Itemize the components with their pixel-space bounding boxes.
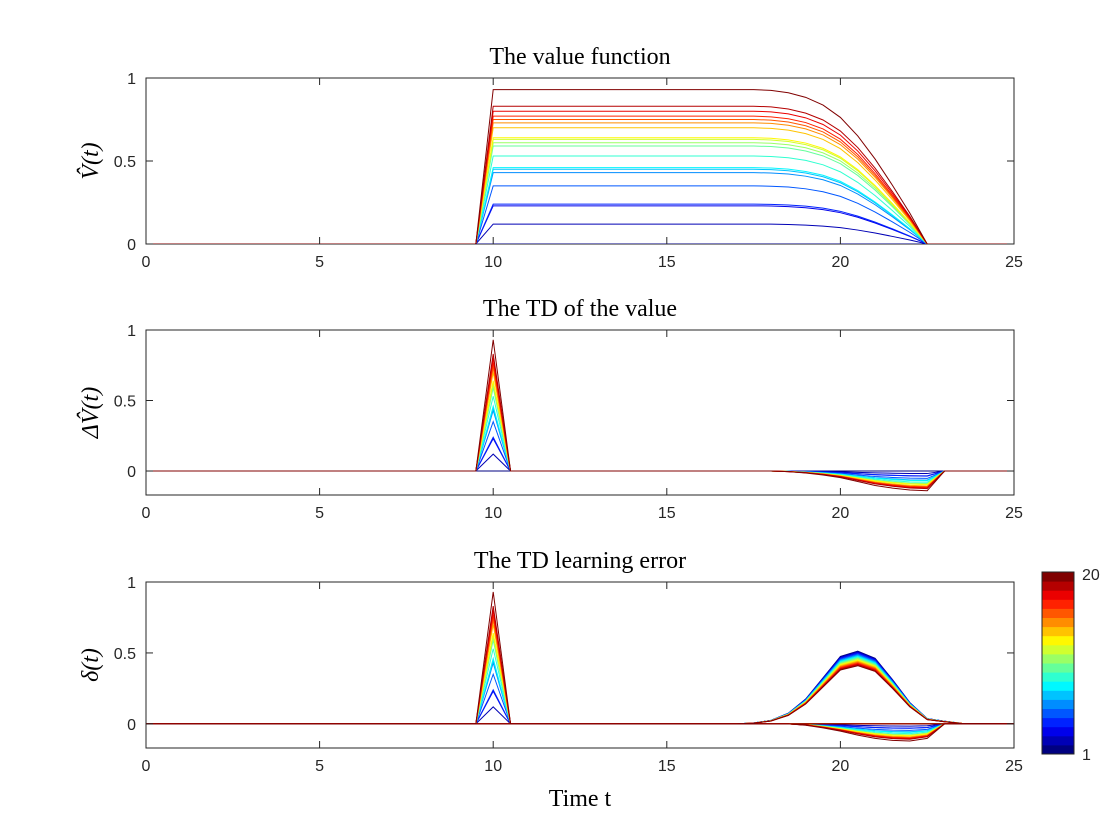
series-line-19 (146, 353, 1014, 490)
colorbar-swatch (1042, 717, 1074, 728)
colorbar-swatch (1042, 617, 1074, 628)
x-tick-label: 5 (315, 758, 324, 775)
y-tick-label: 0.5 (114, 646, 136, 663)
y-tick-label: 0 (127, 237, 136, 254)
colorbar-swatch (1042, 663, 1074, 673)
y-tick-label: 0 (127, 717, 136, 734)
series-line-5 (146, 185, 1014, 244)
colorbar-swatch (1042, 726, 1074, 737)
colorbar-swatch (1042, 590, 1074, 600)
colorbar-swatch (1042, 608, 1074, 618)
series-line-16 (146, 119, 1014, 244)
series-line-9 (146, 155, 1014, 244)
series-line-15 (146, 122, 1014, 244)
series-line-11 (146, 142, 1014, 244)
x-tick-label: 10 (484, 758, 502, 775)
y-axis-label: ΔV̂(t) (77, 387, 104, 439)
colorbar-swatch (1042, 744, 1074, 755)
series-line-4 (146, 203, 1014, 244)
series-line-20 (146, 89, 1014, 244)
y-tick-label: 1 (127, 575, 136, 592)
colorbar-swatch (1042, 572, 1074, 582)
colorbar-frame (1041, 571, 1075, 755)
chart-title: The TD learning error (474, 548, 686, 574)
colorbar-max-label: 20 (1082, 567, 1100, 584)
series-line-2 (146, 223, 1014, 244)
series-line-13 (146, 137, 1014, 244)
ticks: 0 5 10 15 20 25 0 0.5 1 (114, 323, 1023, 522)
ticks: 0 5 10 15 20 25 0 0.5 1 (114, 575, 1023, 775)
ticks: 0 5 10 15 20 25 0 0.5 1 (114, 71, 1023, 271)
x-tick-label: 5 (315, 505, 324, 522)
y-tick-label: 0 (127, 464, 136, 481)
x-tick-label: 15 (658, 505, 676, 522)
value-function-chart: 0 5 10 15 20 25 0 0.5 1 The value function V̂(t) (77, 44, 1023, 271)
colorbar-swatch (1042, 699, 1074, 709)
axes-box (145, 329, 1015, 496)
chart-title: The value function (489, 44, 670, 70)
x-tick-label: 25 (1005, 758, 1023, 775)
series-bump-20 (146, 665, 1014, 725)
x-tick-label: 15 (658, 758, 676, 775)
x-tick-label: 20 (832, 254, 850, 271)
y-axis-label: δ(t) (78, 648, 104, 682)
chart-title: The TD of the value (483, 296, 677, 322)
series-line-4 (146, 436, 1014, 477)
series-group (146, 339, 1014, 492)
colorbar-swatch (1042, 626, 1074, 637)
series-line-6 (146, 172, 1014, 244)
colorbar-min-label: 1 (1082, 747, 1091, 764)
y-axis-label: V̂(t) (77, 142, 104, 179)
series-line-10 (146, 145, 1014, 244)
y-tick-label: 1 (127, 323, 136, 340)
td-value-chart: 0 5 10 15 20 25 0 0.5 1 The TD of the value ΔV̂(t) (77, 296, 1023, 522)
colorbar-swatch (1042, 708, 1074, 719)
x-tick-label: 0 (142, 758, 151, 775)
x-tick-label: 25 (1005, 254, 1023, 271)
colorbar: 20 1 (1041, 567, 1100, 764)
colorbar-swatch (1042, 690, 1074, 700)
x-axis-label: Time t (549, 786, 612, 812)
x-tick-label: 10 (484, 505, 502, 522)
series-group (146, 591, 1014, 742)
y-tick-label: 0.5 (114, 154, 136, 171)
x-tick-label: 10 (484, 254, 502, 271)
axes-box (145, 77, 1015, 245)
series-line-19 (146, 105, 1014, 244)
colorbar-swatch (1042, 672, 1074, 682)
series-line-14 (146, 127, 1014, 244)
colorbar-swatch (1042, 735, 1074, 746)
x-tick-label: 0 (142, 254, 151, 271)
colorbar-swatch (1042, 635, 1074, 646)
y-tick-label: 1 (127, 71, 136, 88)
colorbar-swatch (1042, 599, 1074, 609)
x-tick-label: 20 (832, 505, 850, 522)
x-tick-label: 5 (315, 254, 324, 271)
colorbar-swatch (1042, 581, 1074, 591)
axes-box (145, 581, 1015, 749)
x-tick-label: 0 (142, 505, 151, 522)
series-group (146, 89, 1014, 244)
td-error-chart: 0 5 10 15 20 25 0 0.5 1 The TD learning error δ(t)… (78, 548, 1023, 812)
colorbar-swatch (1042, 644, 1074, 655)
y-tick-label: 0.5 (114, 394, 136, 411)
series-line-17 (146, 115, 1014, 244)
x-tick-label: 20 (832, 758, 850, 775)
series-line-2 (146, 453, 1014, 475)
colorbar-swatch (1042, 653, 1074, 664)
colorbar-swatch (1042, 681, 1074, 691)
x-tick-label: 25 (1005, 505, 1023, 522)
series-line-8 (146, 167, 1014, 244)
series-dip-20 (146, 723, 1014, 742)
x-tick-label: 15 (658, 254, 676, 271)
series-line-20 (146, 339, 1014, 492)
series-line-18 (146, 110, 1014, 244)
